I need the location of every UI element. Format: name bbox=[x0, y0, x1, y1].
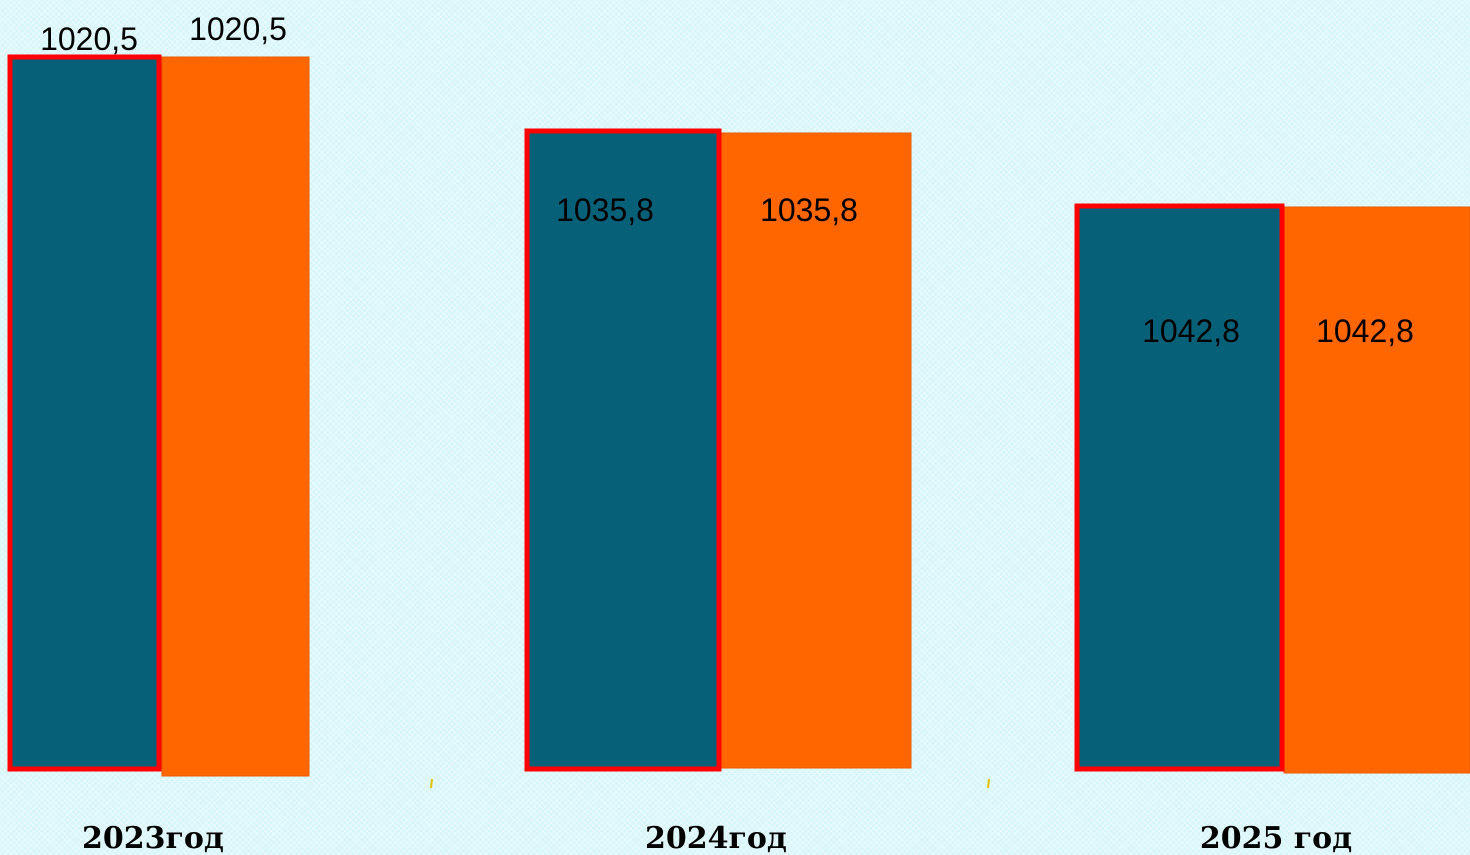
data-label: 1042,8 bbox=[1142, 313, 1240, 349]
data-label: 1020,5 bbox=[40, 21, 138, 57]
bar-series-2 bbox=[1283, 206, 1470, 774]
category-separator-tick bbox=[987, 778, 990, 789]
category-label: 2023год bbox=[82, 821, 224, 855]
bar-series-1 bbox=[7, 54, 162, 772]
bar-series-1 bbox=[524, 128, 722, 772]
bar-series-2 bbox=[720, 132, 912, 769]
category-labels: 2023год 2024год 2025 год bbox=[82, 821, 1352, 855]
data-label: 1020,5 bbox=[189, 11, 287, 47]
data-label: 1035,8 bbox=[556, 192, 654, 228]
bars-layer bbox=[7, 54, 1470, 777]
category-separator-tick bbox=[430, 778, 433, 789]
bar-series-2 bbox=[161, 56, 310, 777]
category-label: 2024год bbox=[645, 821, 787, 855]
category-label: 2025 год bbox=[1200, 821, 1352, 855]
data-label: 1035,8 bbox=[760, 192, 858, 228]
tick-marks bbox=[430, 778, 990, 789]
labels-layer: 1020,5 1020,5 1035,8 1035,8 1042,8 1042,8 bbox=[40, 11, 1414, 349]
data-label: 1042,8 bbox=[1316, 313, 1414, 349]
bar-series-1 bbox=[1074, 203, 1285, 772]
